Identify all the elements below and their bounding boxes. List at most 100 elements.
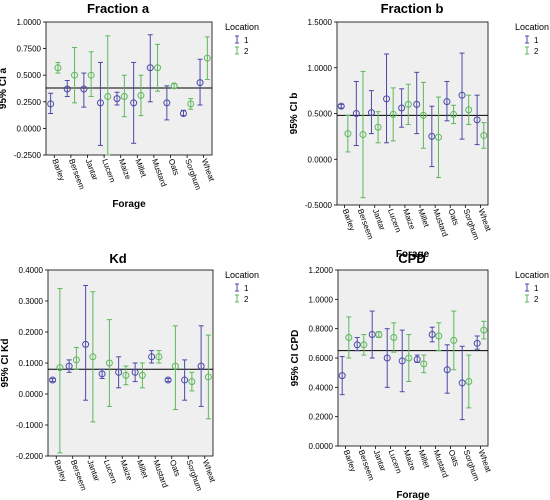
- mean-marker-loc1: [113, 95, 121, 103]
- y-tick-label: 0.1000: [19, 359, 44, 368]
- mean-marker-loc1: [49, 376, 57, 384]
- y-tick-label: 0.2500: [17, 98, 42, 107]
- mean-marker-loc2: [87, 71, 95, 79]
- mean-marker-loc2: [170, 82, 178, 90]
- legend-label-2: 2: [244, 47, 249, 56]
- x-tick-label: Millet: [417, 449, 432, 470]
- mean-marker-loc1: [96, 99, 104, 107]
- mean-marker-loc1: [428, 132, 436, 140]
- y-tick-label: 0.5000: [17, 71, 42, 80]
- mean-marker-loc1: [181, 376, 189, 384]
- mean-marker-loc1: [473, 339, 481, 347]
- mean-marker-loc1: [131, 368, 139, 376]
- x-tick-label: Mustard: [151, 459, 169, 489]
- mean-marker-loc2: [450, 110, 458, 118]
- x-tick-label: Wheat: [477, 449, 494, 475]
- x-tick-label: Lucern: [386, 208, 403, 234]
- mean-marker-loc1: [443, 98, 451, 106]
- x-tick-label: Berseem: [67, 158, 87, 191]
- mean-marker-loc2: [56, 364, 64, 372]
- x-tick-label: Jantar: [371, 208, 387, 232]
- y-tick-label: 0.4000: [309, 383, 334, 392]
- mean-marker-loc1: [80, 85, 88, 93]
- x-tick-label: Mustard: [150, 158, 168, 188]
- x-tick-label: Barley: [50, 158, 66, 182]
- mean-marker-loc2: [187, 100, 195, 108]
- mean-marker-loc1: [428, 331, 436, 339]
- chart-panel-1: Fraction a 1.0000 0.7500 0.5000 0.2500 0.0000…: [0, 1, 259, 210]
- mean-marker-loc2: [360, 341, 368, 349]
- x-tick-label: Mustard: [431, 208, 449, 238]
- mean-marker-loc2: [171, 362, 179, 370]
- legend-label-2: 2: [534, 47, 539, 56]
- mean-marker-loc2: [389, 110, 397, 118]
- mean-marker-loc2: [404, 100, 412, 108]
- plot-area: [47, 269, 214, 457]
- mean-marker-loc2: [122, 371, 130, 379]
- mean-marker-loc2: [54, 64, 62, 72]
- mean-marker-loc2: [420, 360, 428, 368]
- x-tick-label: Lucern: [102, 459, 119, 485]
- x-tick-label: Maize: [401, 208, 417, 232]
- y-tick-label: -0.5000: [305, 201, 333, 210]
- y-axis-title: 95% CI Kd: [0, 339, 11, 388]
- mean-marker-loc1: [164, 376, 172, 384]
- legend-label-1: 1: [244, 284, 249, 293]
- y-tick-label: -0.1000: [16, 421, 44, 430]
- y-tick-label: -0.2500: [14, 151, 42, 160]
- mean-marker-loc2: [359, 131, 367, 139]
- x-tick-label: Lucern: [100, 158, 117, 184]
- mean-marker-loc2: [375, 331, 383, 339]
- mean-marker-loc2: [154, 64, 162, 72]
- x-tick-label: Barley: [341, 208, 357, 232]
- mean-marker-loc1: [63, 85, 71, 93]
- mean-marker-loc2: [71, 71, 79, 79]
- mean-marker-loc2: [465, 106, 473, 114]
- x-tick-label: Wheat: [201, 459, 218, 485]
- mean-marker-loc1: [82, 340, 90, 348]
- mean-marker-loc1: [367, 109, 375, 117]
- x-tick-label: Maize: [402, 449, 418, 473]
- mean-marker-loc2: [434, 133, 442, 141]
- x-axis-title: Forage: [396, 490, 430, 500]
- x-tick-label: Maize: [117, 158, 133, 182]
- mean-marker-loc1: [146, 64, 154, 72]
- legend-title: Location: [515, 22, 549, 32]
- mean-marker-loc2: [138, 371, 146, 379]
- y-tick-label: 0.5000: [308, 110, 333, 119]
- y-tick-label: 0.0000: [309, 442, 334, 451]
- mean-marker-loc2: [204, 373, 212, 381]
- y-tick-label: 0.6000: [309, 354, 334, 363]
- legend-label-1: 1: [534, 284, 539, 293]
- mean-marker-loc1: [337, 102, 345, 110]
- y-axis-title: 95% CI CPD: [290, 330, 301, 387]
- mean-marker-loc1: [196, 79, 204, 87]
- chart-title: Kd: [109, 251, 126, 266]
- mean-marker-loc1: [65, 362, 73, 370]
- mean-marker-loc1: [398, 357, 406, 365]
- mean-marker-loc1: [413, 355, 421, 363]
- y-tick-label: 0.2000: [19, 328, 44, 337]
- chart-panel-2: Fraction b 1.5000 1.0000 0.5000 0.0000 -0.500…: [289, 1, 549, 260]
- y-tick-label: -0.2000: [16, 452, 44, 461]
- mean-marker-loc2: [390, 333, 398, 341]
- x-tick-label: Wheat: [200, 158, 217, 184]
- y-axis-title: 95% CI a: [0, 67, 9, 109]
- mean-marker-loc1: [352, 110, 360, 117]
- mean-marker-loc2: [465, 377, 473, 385]
- x-tick-label: Millet: [135, 459, 150, 480]
- plot-area: [45, 21, 213, 156]
- y-tick-label: 0.8000: [309, 325, 334, 334]
- y-tick-label: 1.0000: [308, 64, 333, 73]
- x-tick-label: Barley: [52, 459, 68, 483]
- plot-area: [336, 21, 489, 206]
- legend-label-2: 2: [534, 295, 539, 304]
- mean-marker-loc2: [137, 91, 145, 99]
- chart-panel-3: Kd 0.4000 0.3000 0.2000 0.1000 0.0000 -0.1000 -…: [0, 251, 259, 493]
- mean-marker-loc1: [383, 95, 391, 103]
- y-axis-title: 95% CI b: [289, 93, 300, 135]
- mean-marker-loc2: [435, 332, 443, 340]
- mean-marker-loc1: [383, 354, 391, 362]
- x-tick-label: Jantar: [372, 449, 388, 473]
- x-tick-label: Millet: [416, 208, 431, 229]
